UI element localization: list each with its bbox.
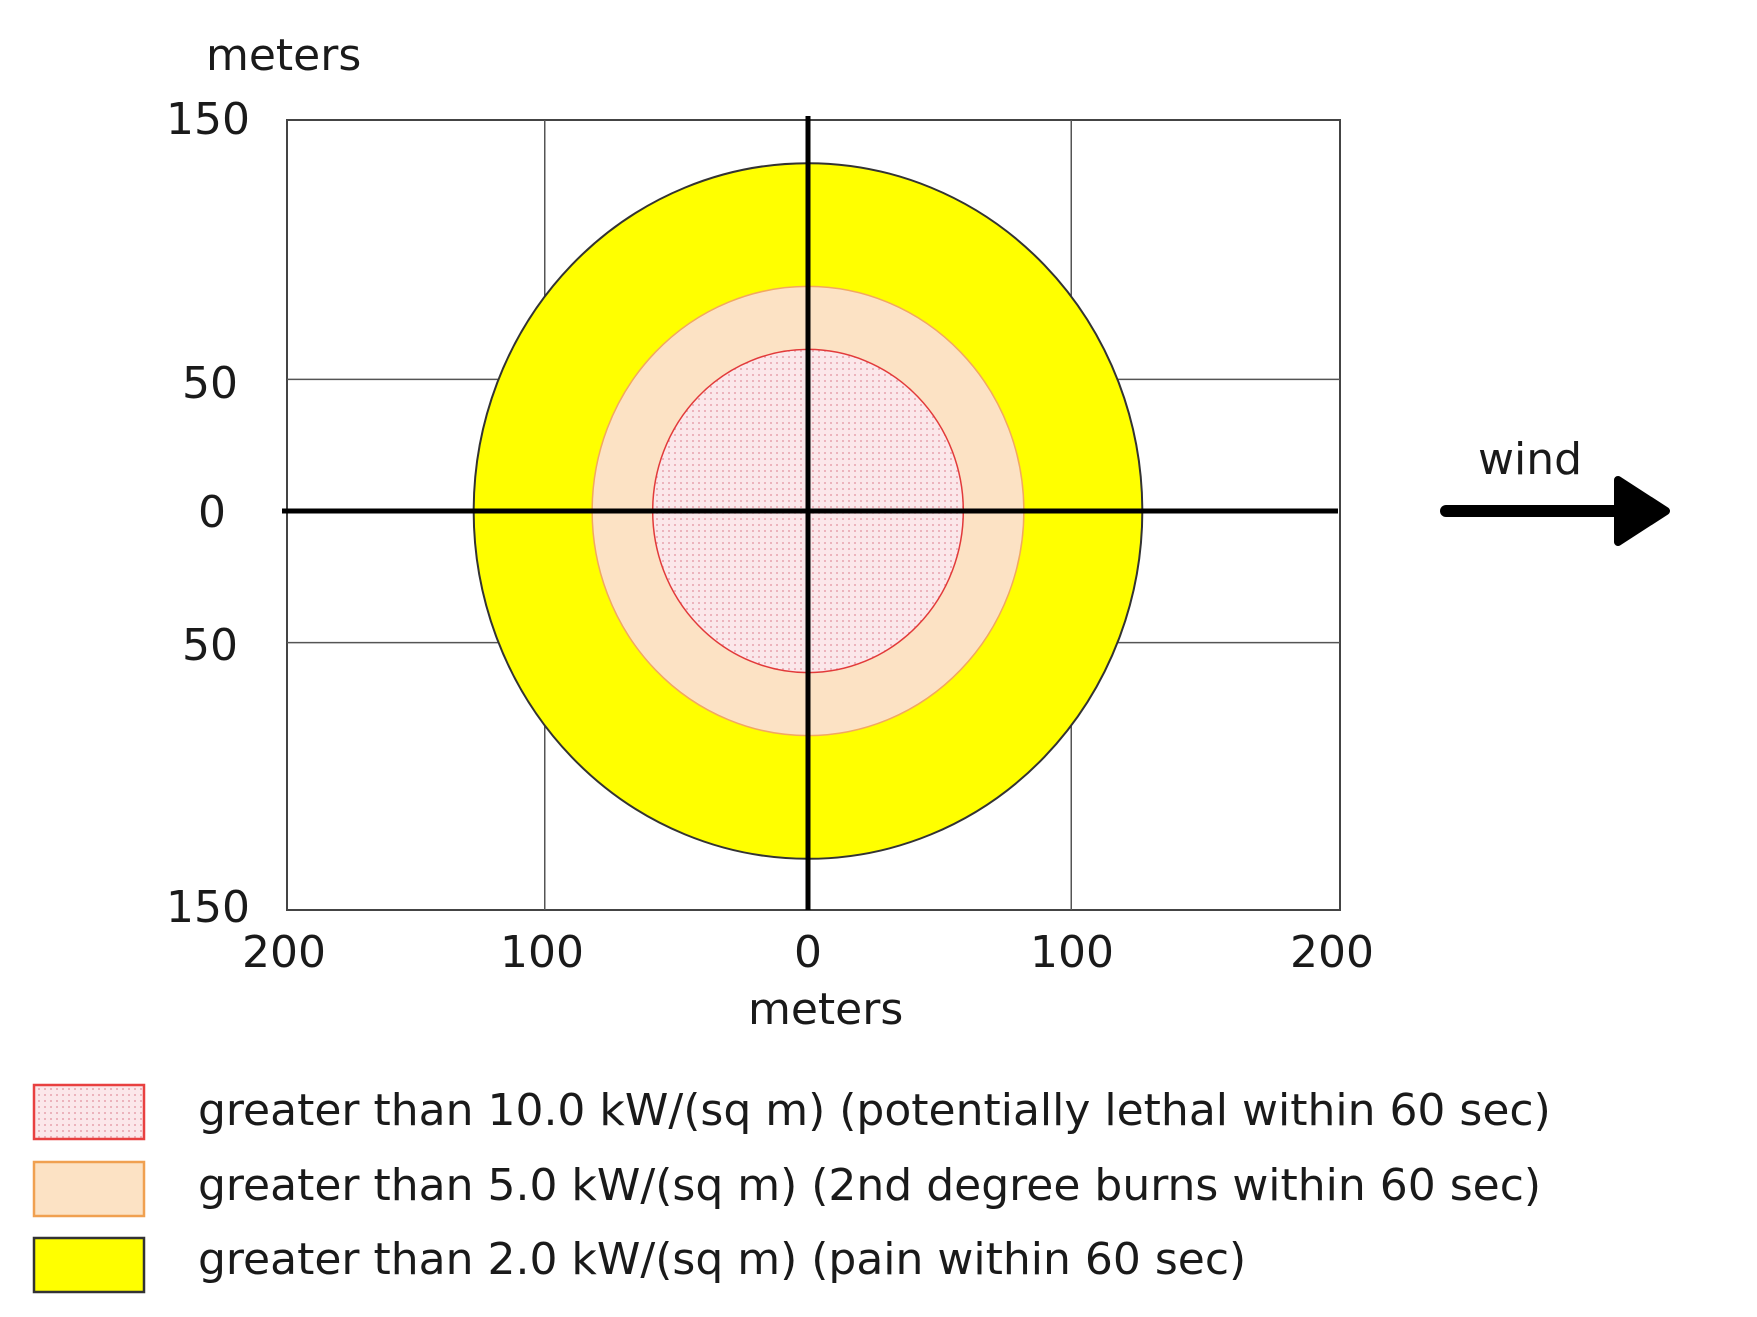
legend-label-burns: greater than 5.0 kW/(sq m) (2nd degree b… [198,1160,1541,1211]
x-tick-label: 200 [242,927,326,978]
x-tick-label: 100 [1030,927,1114,978]
x-axis-title: meters [748,984,903,1035]
y-tick-label: 50 [182,620,238,671]
y-tick-label: 50 [182,358,238,409]
x-tick-label: 100 [500,927,584,978]
y-axis-title: meters [206,30,361,81]
legend-swatch-burns [32,1160,146,1218]
legend: greater than 10.0 kW/(sq m) (potentially… [32,1083,1551,1294]
y-tick-label: 150 [166,94,250,145]
y-tick-label: 150 [166,882,250,933]
legend-swatch-pain [32,1236,146,1294]
legend-swatch-lethal [32,1083,146,1141]
wind-arrow-icon [1440,476,1670,546]
x-tick-label: 200 [1290,927,1374,978]
y-tick-label: 0 [198,487,226,538]
wind-label: wind [1478,434,1582,485]
x-tick-label: 0 [794,927,822,978]
plot-frame [286,119,1341,911]
legend-label-lethal: greater than 10.0 kW/(sq m) (potentially… [198,1085,1551,1136]
legend-label-pain: greater than 2.0 kW/(sq m) (pain within … [198,1234,1246,1285]
